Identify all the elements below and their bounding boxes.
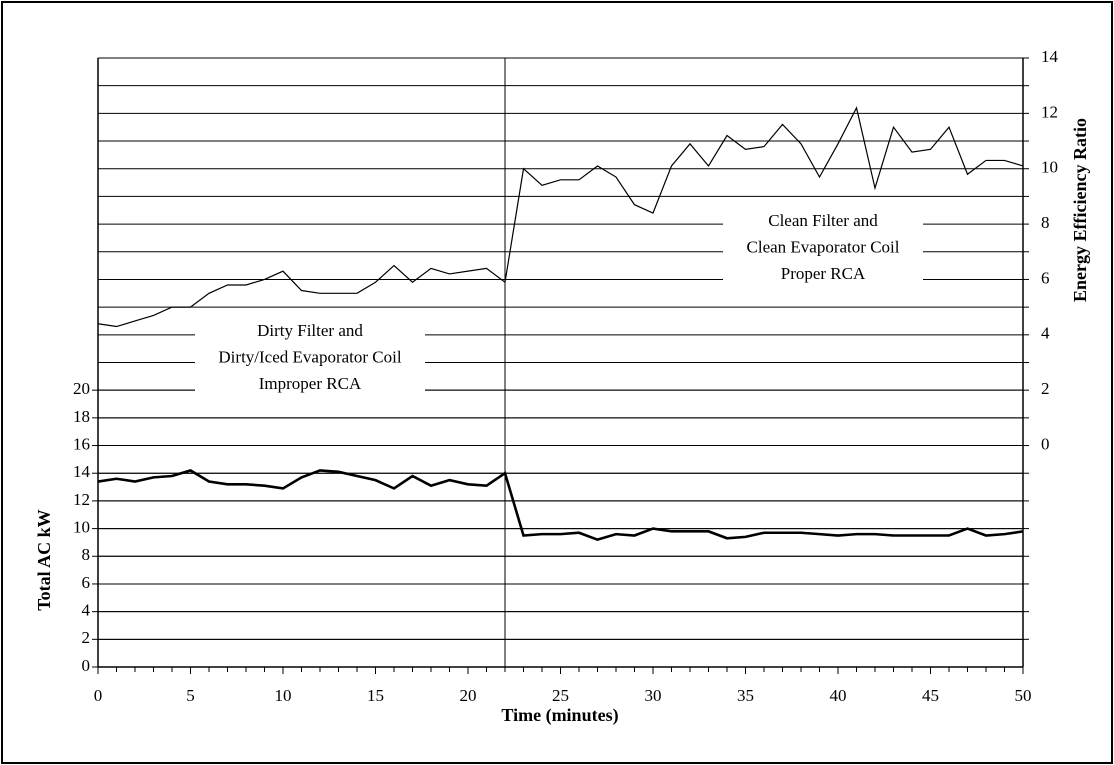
x-tick-label: 20 [460, 686, 477, 705]
x-tick-label: 25 [552, 686, 569, 705]
y2-tick-label: 10 [1041, 158, 1058, 177]
x-tick-label: 40 [830, 686, 847, 705]
y-tick-label: 18 [73, 407, 90, 426]
x-tick-label: 50 [1015, 686, 1032, 705]
x-tick-label: 35 [737, 686, 754, 705]
x-axis-label: Time (minutes) [501, 705, 618, 726]
annotation-box [723, 209, 923, 289]
x-tick-label: 0 [94, 686, 103, 705]
y2-axis-label: Energy Efficiency Ratio [1070, 118, 1090, 302]
x-tick-label: 5 [186, 686, 195, 705]
y-tick-label: 4 [82, 601, 91, 620]
y2-tick-label: 14 [1041, 47, 1059, 66]
y-tick-label: 2 [82, 628, 91, 647]
annotation-text: Clean Evaporator Coil [747, 237, 900, 256]
x-tick-label: 45 [922, 686, 939, 705]
series-line [97, 106, 1024, 328]
annotation-text: Clean Filter and [768, 211, 878, 230]
x-tick-label: 15 [367, 686, 384, 705]
y-tick-label: 10 [73, 517, 90, 536]
y-tick-label: 0 [82, 656, 91, 675]
y-tick-label: 12 [73, 490, 90, 509]
x-tick-label: 10 [275, 686, 292, 705]
y2-tick-label: 12 [1041, 102, 1058, 121]
y-axis-label: Total AC kW [34, 509, 54, 610]
y-tick-label: 16 [73, 434, 90, 453]
y-tick-label: 6 [82, 573, 91, 592]
annotation-text: Dirty/Iced Evaporator Coil [218, 347, 401, 366]
y-tick-label: 20 [73, 379, 90, 398]
y2-tick-label: 6 [1041, 268, 1050, 287]
y2-tick-label: 0 [1041, 434, 1050, 453]
y2-tick-label: 2 [1041, 379, 1050, 398]
annotation-text: Dirty Filter and [257, 321, 363, 340]
y2-tick-label: 8 [1041, 213, 1050, 232]
y2-tick-label: 4 [1041, 324, 1050, 343]
annotation-text: Proper RCA [781, 264, 866, 283]
annotation-box [195, 319, 425, 399]
y-tick-label: 14 [73, 462, 91, 481]
annotation-text: Improper RCA [259, 374, 362, 393]
x-tick-label: 30 [645, 686, 662, 705]
y-tick-label: 8 [82, 545, 91, 564]
series-line [97, 469, 1024, 542]
